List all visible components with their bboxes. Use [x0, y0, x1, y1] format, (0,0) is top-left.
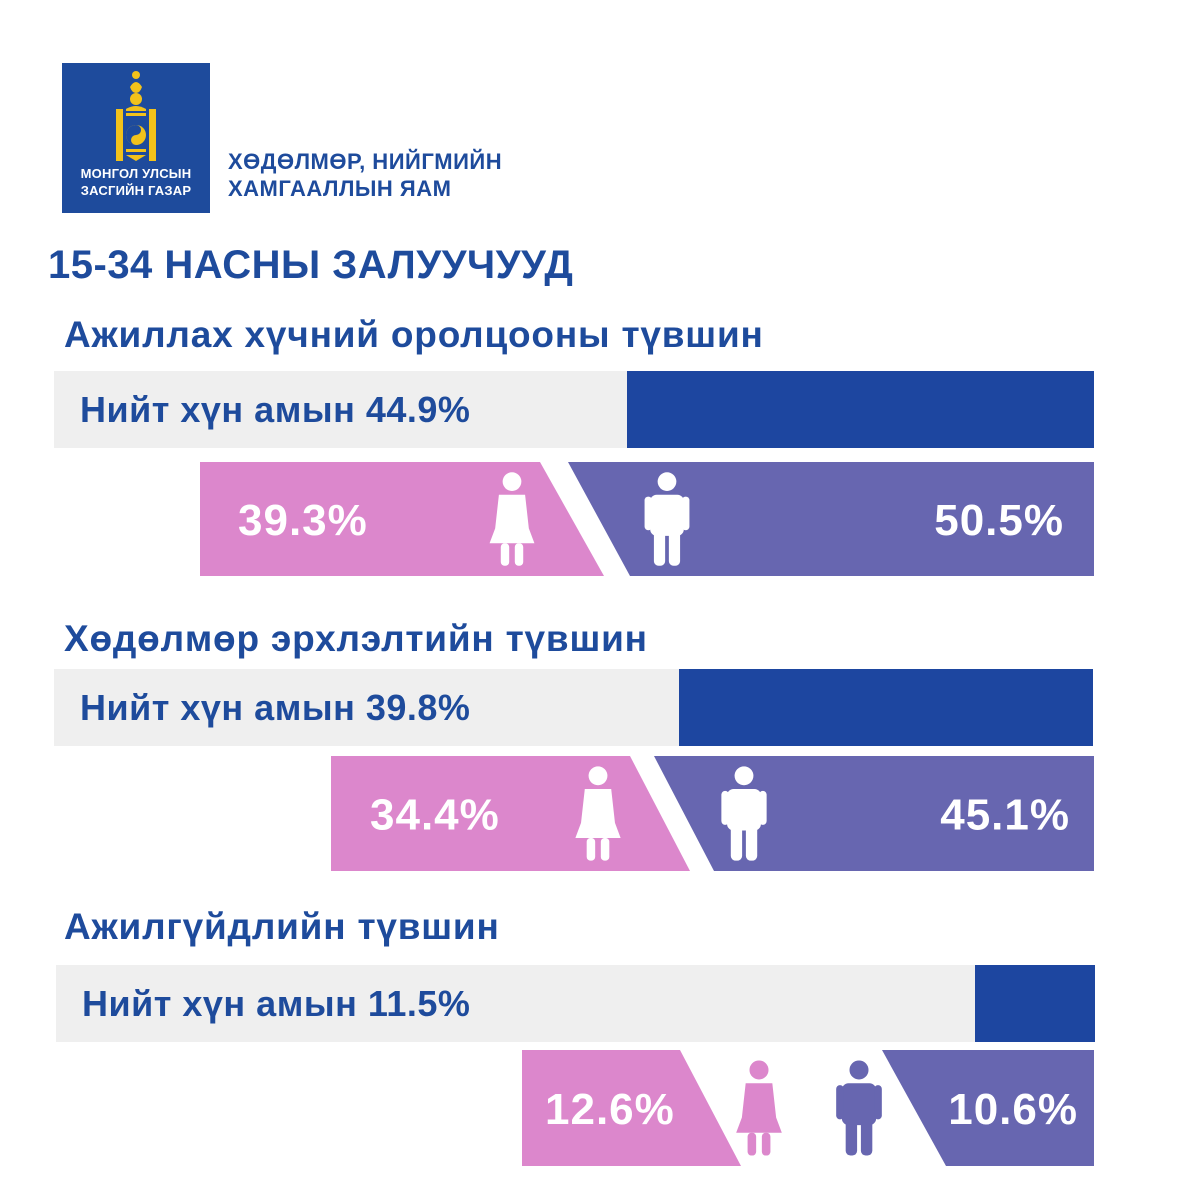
total-label: Нийт хүн амын 11.5% — [82, 982, 471, 1024]
section-title-employment: Хөдөлмөр эрхлэлтийн түвшин — [64, 618, 648, 659]
male-icon — [644, 472, 690, 566]
ministry-name: ХӨДӨЛМӨР, НИЙГМИЙН ХАМГААЛЛЫН ЯАМ — [228, 148, 502, 202]
female-value-label: 39.3% — [238, 496, 368, 545]
female-icon — [575, 766, 621, 861]
male-bar — [568, 462, 1094, 576]
soyombo-emblem-icon — [116, 71, 156, 161]
total-bar-unemployment: Нийт хүн амын 11.5% — [56, 965, 1095, 1042]
section-title-unemployment: Ажилгүйдлийн түвшин — [64, 906, 500, 947]
female-icon — [489, 472, 535, 566]
male-value-label: 50.5% — [934, 496, 1064, 545]
male-value-label: 45.1% — [940, 791, 1070, 840]
male-icon — [836, 1060, 882, 1156]
total-label: Нийт хүн амын 44.9% — [80, 388, 471, 430]
total-bar-labor-participation: Нийт хүн амын 44.9% — [54, 371, 1094, 448]
female-value-label: 34.4% — [370, 791, 500, 840]
page-title: 15-34 НАСНЫ ЗАЛУУЧУУД — [48, 243, 574, 287]
total-bar-fill — [975, 965, 1095, 1042]
ministry-name-line-2: ХАМГААЛЛЫН ЯАМ — [228, 176, 452, 201]
male-bar — [654, 756, 1094, 871]
section-title-labor-participation: Ажиллах хүчний оролцооны түвшин — [64, 314, 764, 355]
total-bar-employment: Нийт хүн амын 39.8% — [54, 669, 1093, 746]
female-bar — [522, 1050, 741, 1166]
female-icon — [736, 1060, 782, 1156]
ministry-name-line-1: ХӨДӨЛМӨР, НИЙГМИЙН — [228, 149, 503, 174]
total-bar-fill — [627, 371, 1094, 448]
male-bar — [882, 1050, 1094, 1166]
logo-text-line-1: МОНГОЛ УЛСЫН — [80, 166, 192, 181]
total-bar-fill — [679, 669, 1093, 746]
total-label: Нийт хүн амын 39.8% — [80, 686, 471, 728]
logo-text-line-2: ЗАСГИЙН ГАЗАР — [80, 183, 192, 198]
male-icon — [721, 766, 767, 861]
male-value-label: 10.6% — [948, 1085, 1078, 1134]
government-logo: МОНГОЛ УЛСЫН ЗАСГИЙН ГАЗАР — [62, 63, 210, 213]
female-value-label: 12.6% — [545, 1085, 675, 1134]
